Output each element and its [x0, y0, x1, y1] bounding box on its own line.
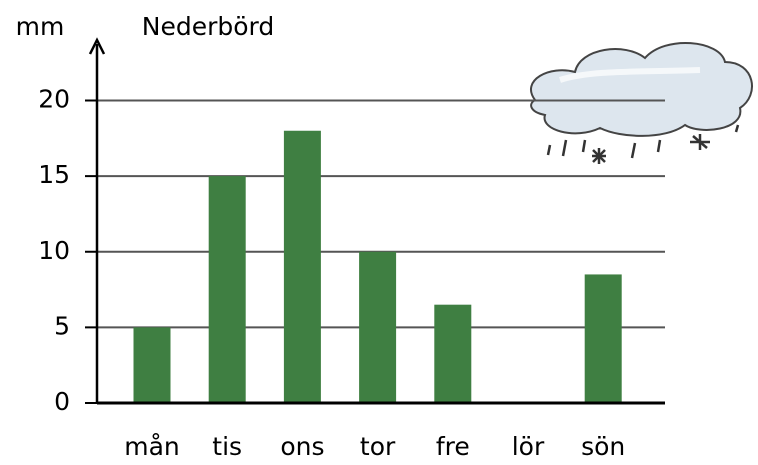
- y-tick-label: 0: [54, 387, 70, 416]
- bar: [434, 305, 471, 403]
- bar: [359, 252, 396, 403]
- bar: [209, 176, 246, 403]
- y-tick-label: 15: [38, 160, 70, 189]
- x-tick-label: lör: [512, 432, 545, 461]
- y-tick-label: 20: [38, 85, 70, 114]
- x-tick-label: tis: [212, 432, 242, 461]
- bar: [134, 327, 171, 403]
- x-tick-label: sön: [581, 432, 625, 461]
- y-axis-label: mm: [16, 12, 65, 41]
- chart-title: Nederbörd: [142, 12, 274, 41]
- x-tick-label: tor: [360, 432, 396, 461]
- x-tick-label: ons: [280, 432, 324, 461]
- y-tick-label: 10: [38, 236, 70, 265]
- bar: [284, 131, 321, 403]
- x-tick-label: fre: [436, 432, 470, 461]
- y-tick-label: 5: [54, 311, 70, 340]
- x-tick-label: mån: [124, 432, 180, 461]
- cloud-illustration: [531, 43, 752, 164]
- chart: mm Nederbörd 0 5 10 15 20 mån tis ons tor fre lör s…: [0, 0, 758, 465]
- bar: [585, 274, 622, 403]
